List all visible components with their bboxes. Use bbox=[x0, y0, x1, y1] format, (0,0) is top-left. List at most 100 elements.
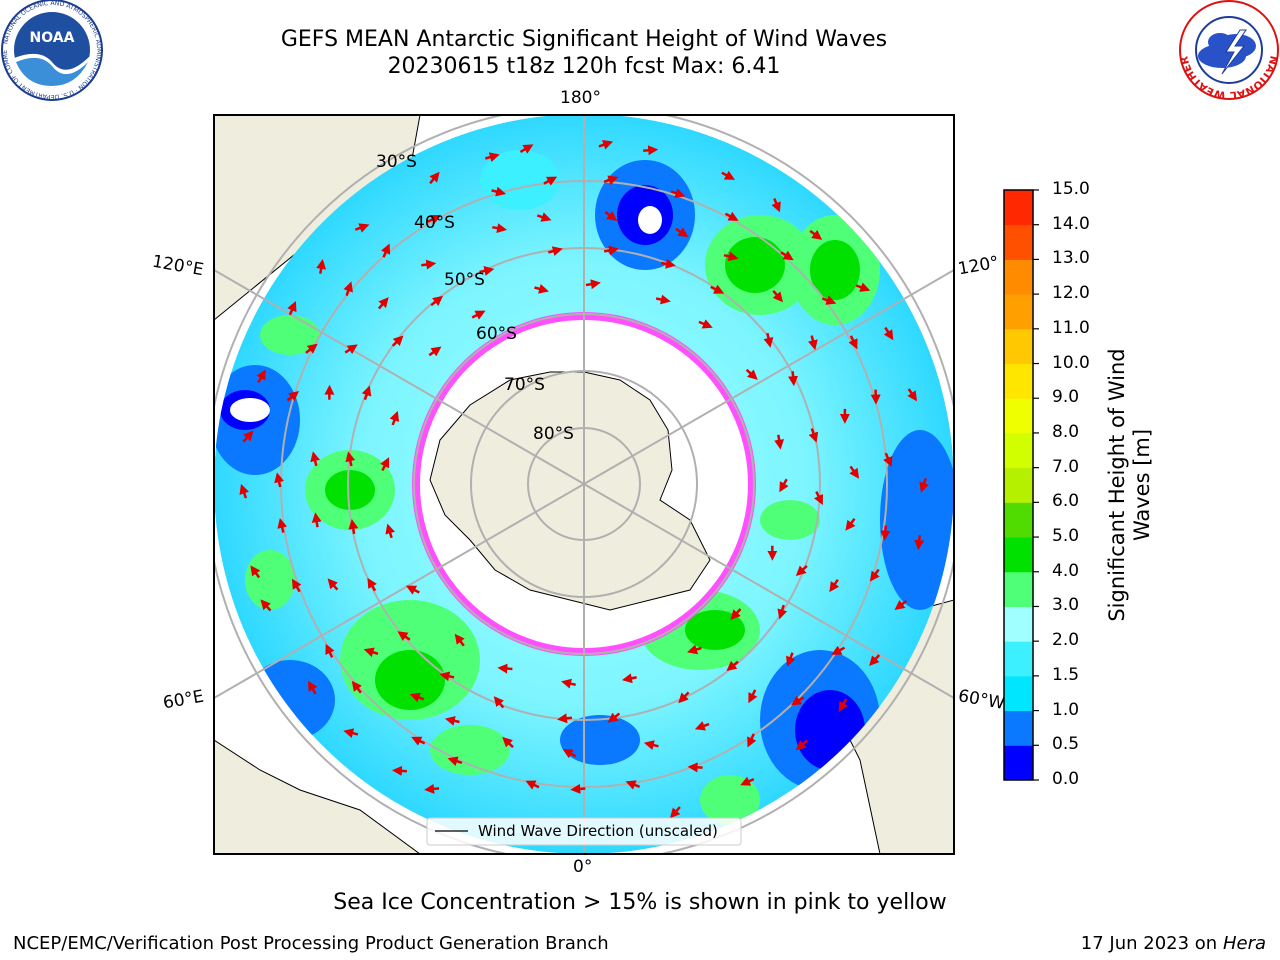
colorbar-tick-label: 12.0 bbox=[1052, 283, 1090, 304]
colorbar-tick-label: 0.5 bbox=[1052, 734, 1080, 755]
colorbar-band bbox=[1004, 502, 1033, 538]
wave-direction-arrow bbox=[607, 712, 621, 723]
wave-direction-arrow bbox=[780, 250, 794, 261]
wave-direction-arrow bbox=[669, 806, 681, 819]
wave-direction-arrow bbox=[307, 680, 318, 695]
wave-direction-arrow bbox=[380, 243, 391, 258]
legend-label: Wind Wave Direction (unscaled) bbox=[478, 822, 718, 840]
wave-direction-arrow bbox=[344, 344, 358, 355]
colorbar-tick-label: 9.0 bbox=[1052, 387, 1080, 408]
wave-direction-arrow bbox=[603, 245, 619, 256]
wave-direction-arrow bbox=[675, 227, 689, 238]
lat-label-60s: 60°S bbox=[476, 324, 517, 344]
wave-direction-arrow bbox=[493, 696, 505, 709]
wave-direction-arrow bbox=[484, 152, 500, 163]
colorbar-tick-label: 11.0 bbox=[1052, 317, 1090, 338]
wave-direction-arrow bbox=[277, 518, 288, 533]
wave-direction-arrow bbox=[598, 140, 614, 150]
wave-direction-arrow bbox=[777, 604, 788, 620]
wave-direction-arrow bbox=[914, 535, 925, 551]
wave-direction-arrow bbox=[421, 259, 437, 270]
wave-direction-arrow bbox=[377, 297, 389, 310]
wave-direction-arrow bbox=[256, 369, 266, 384]
wave-direction-arrow bbox=[831, 645, 846, 655]
lat-label-30s: 30°S bbox=[376, 152, 417, 172]
wave-direction-arrow bbox=[502, 736, 514, 749]
wave-direction-arrow bbox=[351, 680, 362, 694]
wave-direction-arrow bbox=[287, 301, 297, 316]
wave-direction-arrow bbox=[763, 332, 774, 348]
wave-direction-arrow bbox=[808, 428, 819, 443]
wave-direction-arrow bbox=[808, 335, 818, 351]
wave-direction-arrow bbox=[525, 780, 540, 790]
wave-direction-arrow bbox=[670, 188, 686, 198]
wave-direction-arrow bbox=[740, 776, 755, 786]
wave-direction-arrow bbox=[354, 223, 370, 233]
wave-direction-arrow bbox=[534, 283, 549, 294]
lat-label-70s: 70°S bbox=[504, 375, 545, 395]
wave-direction-arrow bbox=[849, 465, 860, 479]
wave-direction-arrow bbox=[774, 434, 785, 450]
colorbar-tick-label: 6.0 bbox=[1052, 491, 1080, 512]
wave-direction-arrow bbox=[479, 266, 495, 276]
wave-direction-arrow bbox=[643, 145, 659, 156]
lon-label-180: 180° bbox=[560, 88, 601, 108]
wave-direction-arrow bbox=[242, 430, 254, 443]
wave-direction-arrow bbox=[367, 577, 377, 592]
colorbar-tick-label: 7.0 bbox=[1052, 456, 1080, 477]
wave-direction-arrow bbox=[286, 390, 299, 402]
wave-direction-arrow bbox=[883, 326, 894, 341]
colorbar-band bbox=[1004, 606, 1033, 642]
colorbar-band bbox=[1004, 467, 1033, 503]
wave-direction-arrow bbox=[427, 215, 442, 225]
wave-direction-arrow bbox=[848, 335, 858, 350]
noaa-text: NOAA bbox=[30, 30, 75, 46]
wave-direction-arrow bbox=[726, 660, 739, 672]
wave-direction-arrow bbox=[428, 346, 442, 357]
nws-logo-icon: NATIONAL WEATHER SERVICE bbox=[1178, 0, 1280, 101]
wave-direction-arrow bbox=[519, 144, 534, 154]
colorbar-band bbox=[1004, 294, 1033, 330]
wave-direction-arrow bbox=[311, 512, 322, 528]
colorbar-band bbox=[1004, 363, 1033, 399]
colorbar-tick-label: 0.0 bbox=[1052, 769, 1080, 789]
wave-direction-arrow bbox=[454, 633, 465, 647]
wave-direction-arrow bbox=[603, 175, 619, 185]
wave-direction-arrow bbox=[809, 229, 823, 240]
wave-direction-arrow bbox=[430, 295, 444, 307]
wave-direction-arrow bbox=[392, 765, 407, 776]
wave-direction-arrow bbox=[562, 749, 577, 759]
map-legend bbox=[426, 817, 742, 846]
wave-direction-arrow bbox=[745, 368, 758, 380]
wave-direction-arrow bbox=[821, 295, 837, 305]
wave-direction-arrow bbox=[343, 281, 353, 296]
colorbar-tick-label: 3.0 bbox=[1052, 595, 1080, 616]
wave-direction-arrow bbox=[880, 525, 891, 541]
colorbar-tick-label: 14.0 bbox=[1052, 213, 1090, 234]
wave-direction-arrow bbox=[883, 452, 893, 468]
graticule bbox=[214, 115, 954, 854]
colorbar-band bbox=[1004, 432, 1033, 469]
colorbar-tick-label: 13.0 bbox=[1052, 248, 1090, 269]
colorbar-band bbox=[1004, 641, 1033, 677]
wave-direction-arrow bbox=[786, 652, 796, 667]
chart-title-line2: 20230615 t18z 120h fcst Max: 6.41 bbox=[387, 54, 781, 79]
footer-credit: NCEP/EMC/Verification Post Processing Pr… bbox=[13, 933, 609, 954]
wave-direction-arrow bbox=[471, 310, 486, 320]
wave-direction-arrow bbox=[894, 599, 908, 611]
wave-direction-arrow bbox=[397, 631, 411, 642]
wave-direction-arrow bbox=[730, 608, 742, 621]
wave-direction-arrow bbox=[869, 568, 880, 582]
colorbar-band bbox=[1004, 398, 1033, 434]
wave-direction-arrow bbox=[389, 410, 400, 426]
colorbar-tick-label: 4.0 bbox=[1052, 560, 1080, 581]
colorbar-band bbox=[1004, 537, 1033, 573]
wave-direction-arrow bbox=[687, 762, 703, 773]
colorbar-tick-label: 10.0 bbox=[1052, 352, 1090, 373]
wave-direction-arrow bbox=[439, 671, 455, 682]
map-frame bbox=[213, 114, 955, 855]
wave-direction-arrow bbox=[795, 564, 808, 576]
wave-direction-arrow bbox=[795, 739, 808, 751]
wave-direction-arrow bbox=[497, 663, 513, 674]
